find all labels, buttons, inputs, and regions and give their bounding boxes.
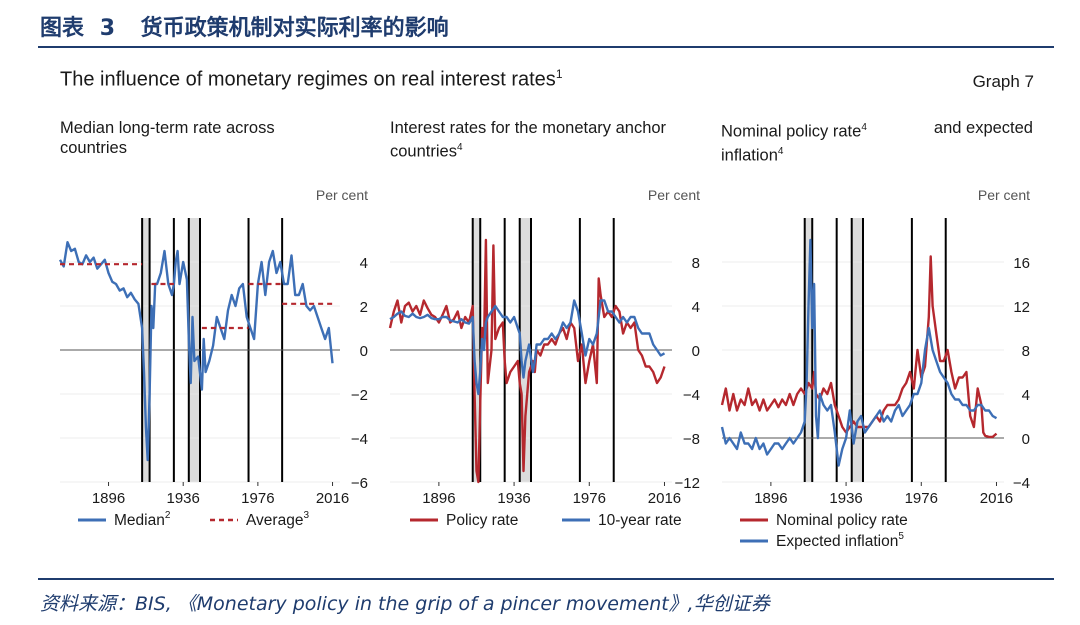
series-nominal-policy-rate-line <box>720 255 998 439</box>
y-tick-label: 4 <box>1022 387 1030 404</box>
x-tick-label: 1936 <box>167 490 200 507</box>
graph-title-footnote: 1 <box>555 67 563 81</box>
graph-number: Graph 7 <box>972 72 1034 91</box>
y-tick-label: 8 <box>1022 343 1030 360</box>
legend-label-2: 10-year rate <box>598 512 682 529</box>
footer-rule <box>38 578 1054 580</box>
figure-title-text: 货币政策机制对实际利率的影响 <box>140 16 449 41</box>
y-tick-label: −4 <box>1013 475 1030 492</box>
panel-2-title-line2: countries <box>390 142 457 161</box>
y-tick-label: 12 <box>1013 299 1030 316</box>
y-tick-label: −4 <box>351 431 368 448</box>
series-expected-inflation-line <box>720 238 998 467</box>
source-note: 资料来源：BIS, 《Monetary policy in the grip o… <box>40 593 770 615</box>
chart-panel-2: 1896 1936 1976 2016 8 4 0 −4 −8 −12 Per cent Policy… <box>388 187 700 529</box>
legend-label-1: Policy rate <box>446 512 518 529</box>
chart-panel-1: 1896 1936 1976 2016 4 2 0 −2 −4 −6 Per cent Median2… <box>58 187 368 529</box>
legend-label-2: Average3 <box>246 510 309 529</box>
legend-label-1: Nominal policy rate <box>776 512 908 529</box>
figure-title-number: 3 <box>99 16 115 41</box>
figure-title-prefix: 图表 <box>40 16 85 41</box>
x-tick-label: 1976 <box>241 490 274 507</box>
x-tick-label: 1936 <box>829 490 862 507</box>
graph-title-text: The influence of monetary regimes on rea… <box>60 68 556 91</box>
panel-3-title-line1-footnote: 4 <box>861 122 867 133</box>
panel-3-title-line1: Nominal policy rate <box>721 122 862 141</box>
panel-2-title-line1: Interest rates for the monetary anchor <box>390 119 667 137</box>
figure-title: 图表 3 货币政策机制对实际利率的影响 <box>40 10 449 42</box>
legend-label-1: Median2 <box>114 510 171 529</box>
y-tick-label: 4 <box>692 299 700 316</box>
panel-3-title: Nominal policy rate4 and expected inflat… <box>721 118 1033 165</box>
y-tick-label: 2 <box>360 299 368 316</box>
y-tick-label: −8 <box>683 431 700 448</box>
y-tick-label: −6 <box>351 475 368 492</box>
panel-3-title-line2: inflation <box>721 146 778 164</box>
panel-2-title: Interest rates for the monetary anchor c… <box>390 118 710 162</box>
x-tick-label: 2016 <box>648 490 681 507</box>
panel-1-title-line1: Median long-term rate across <box>60 119 275 137</box>
graph-title: The influence of monetary regimes on rea… <box>60 67 563 92</box>
y-tick-label: 16 <box>1013 255 1030 272</box>
legend-label-2: Expected inflation5 <box>776 531 904 550</box>
y-tick-label: −2 <box>351 387 368 404</box>
x-tick-label: 1896 <box>754 490 787 507</box>
panel-1-title: Median long-term rate across countries <box>60 118 372 158</box>
x-tick-label: 1976 <box>905 490 938 507</box>
chart-panel-3: 1896 1936 1976 2016 16 12 8 4 0 −4 Per cent Nominal… <box>720 187 1030 550</box>
y-tick-label: 4 <box>360 255 368 272</box>
y-axis-label: Per cent <box>648 187 700 203</box>
panel-2-title-footnote: 4 <box>456 142 463 153</box>
header-rule <box>38 46 1054 48</box>
y-tick-label: −4 <box>683 387 700 404</box>
x-tick-label: 1976 <box>573 490 606 507</box>
x-tick-label: 1896 <box>422 490 455 507</box>
x-tick-label: 2016 <box>980 490 1013 507</box>
x-tick-label: 1936 <box>497 490 530 507</box>
panel-1-title-line2: countries <box>60 139 127 157</box>
series-10-year-rate-line <box>389 299 666 396</box>
x-tick-label: 2016 <box>316 490 349 507</box>
panel-3-title-footnote: 4 <box>777 145 784 157</box>
y-tick-label: 0 <box>360 343 368 360</box>
y-tick-label: 0 <box>1022 431 1030 448</box>
y-axis-label: Per cent <box>978 187 1030 203</box>
series-median-line <box>58 240 334 462</box>
y-axis-label: Per cent <box>316 187 368 203</box>
y-tick-label: 0 <box>692 343 700 360</box>
panel-3-title-line1-end: and expected <box>933 119 1033 137</box>
y-tick-label: −12 <box>675 475 700 492</box>
y-tick-label: 8 <box>692 255 700 272</box>
x-tick-label: 1896 <box>92 490 125 507</box>
